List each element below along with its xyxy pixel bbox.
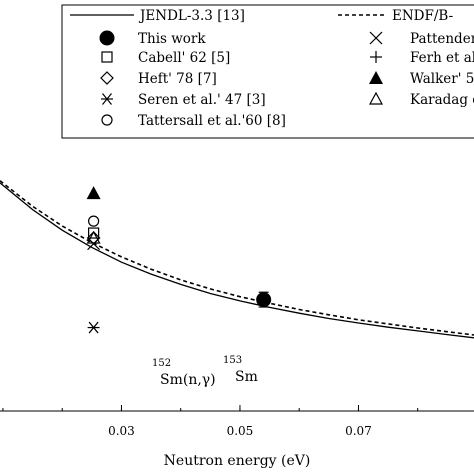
point-cabell xyxy=(88,227,100,239)
point-tattersall xyxy=(88,215,100,227)
legend-items: JENDL-3.3 [13] ENDF/B- This work Pattenden C… xyxy=(70,8,474,129)
legend-label: Karadag ĕ xyxy=(410,92,474,108)
reaction-annotation: 152 Sm(n,γ) 153 Sm xyxy=(152,355,258,388)
legend-marker-seren xyxy=(101,93,113,105)
point-this_work xyxy=(256,292,272,308)
annotation-reaction-mass: 152 xyxy=(152,358,171,369)
x-tick-label: 0.07 xyxy=(345,424,372,438)
points-layer xyxy=(86,186,272,334)
legend-item-ferh: Ferh et al xyxy=(370,50,474,66)
legend-marker-pattenden xyxy=(369,31,383,45)
legend-item-karadag: Karadag ĕ xyxy=(368,91,474,108)
legend-item-tattersall: Tattersall et al.'60 [8] xyxy=(101,113,286,129)
legend-label: Heft' 78 [7] xyxy=(138,71,217,87)
legend-item-this_work: This work xyxy=(99,30,206,47)
legend-label: Walker' 5 xyxy=(410,71,474,87)
point-seren xyxy=(87,321,100,334)
annotation-product-mass: 153 xyxy=(223,355,242,366)
legend-frame xyxy=(61,4,474,139)
x-ticks: 0.03 0.05 0.07 xyxy=(2,405,419,438)
legend-item-heft: Heft' 78 [7] xyxy=(100,71,217,87)
legend-item-pattenden: Pattenden xyxy=(369,31,474,47)
legend-label: Tattersall et al.'60 [8] xyxy=(138,113,286,129)
legend-marker-ferh xyxy=(370,51,382,63)
legend-label: This work xyxy=(138,31,206,47)
legend-item-walker: Walker' 5 xyxy=(369,71,474,87)
curves-layer xyxy=(0,180,474,339)
x-axis-title: Neutron energy (eV) xyxy=(164,453,311,469)
legend-label: JENDL-3.3 [13] xyxy=(138,8,245,24)
legend-marker-walker xyxy=(369,71,383,84)
legend-marker-tattersall xyxy=(101,114,113,126)
x-tick-label: 0.03 xyxy=(108,424,135,438)
x-axis: 0.03 0.05 0.07 Neutron energy (eV) xyxy=(0,405,474,469)
annotation-reaction: Sm(n,γ) xyxy=(160,372,216,388)
legend-label: Seren et al.' 47 [3] xyxy=(138,92,266,108)
curve-jendl xyxy=(0,182,474,339)
legend-label: Ferh et al xyxy=(410,50,474,66)
point-pattenden xyxy=(87,237,101,251)
legend-item-jendl: JENDL-3.3 [13] xyxy=(70,8,245,24)
legend-item-seren: Seren et al.' 47 [3] xyxy=(101,92,266,108)
legend-item-cabell: Cabell' 62 [5] xyxy=(101,50,230,66)
curve-endf xyxy=(0,180,474,336)
legend-item-endf: ENDF/B- xyxy=(338,8,453,24)
annotation-product: Sm xyxy=(235,369,258,385)
legend-marker-heft xyxy=(100,71,114,85)
legend-marker-cabell xyxy=(101,51,113,63)
x-tick-label: 0.05 xyxy=(227,424,254,438)
legend-label: Cabell' 62 [5] xyxy=(138,50,230,66)
legend-label: Pattenden xyxy=(410,31,474,47)
point-walker xyxy=(86,186,101,200)
legend-marker-this_work xyxy=(99,30,115,46)
legend-box: JENDL-3.3 [13] ENDF/B- This work Pattenden C… xyxy=(61,4,474,139)
legend-label: ENDF/B- xyxy=(392,8,453,24)
legend-marker-karadag xyxy=(368,91,384,105)
